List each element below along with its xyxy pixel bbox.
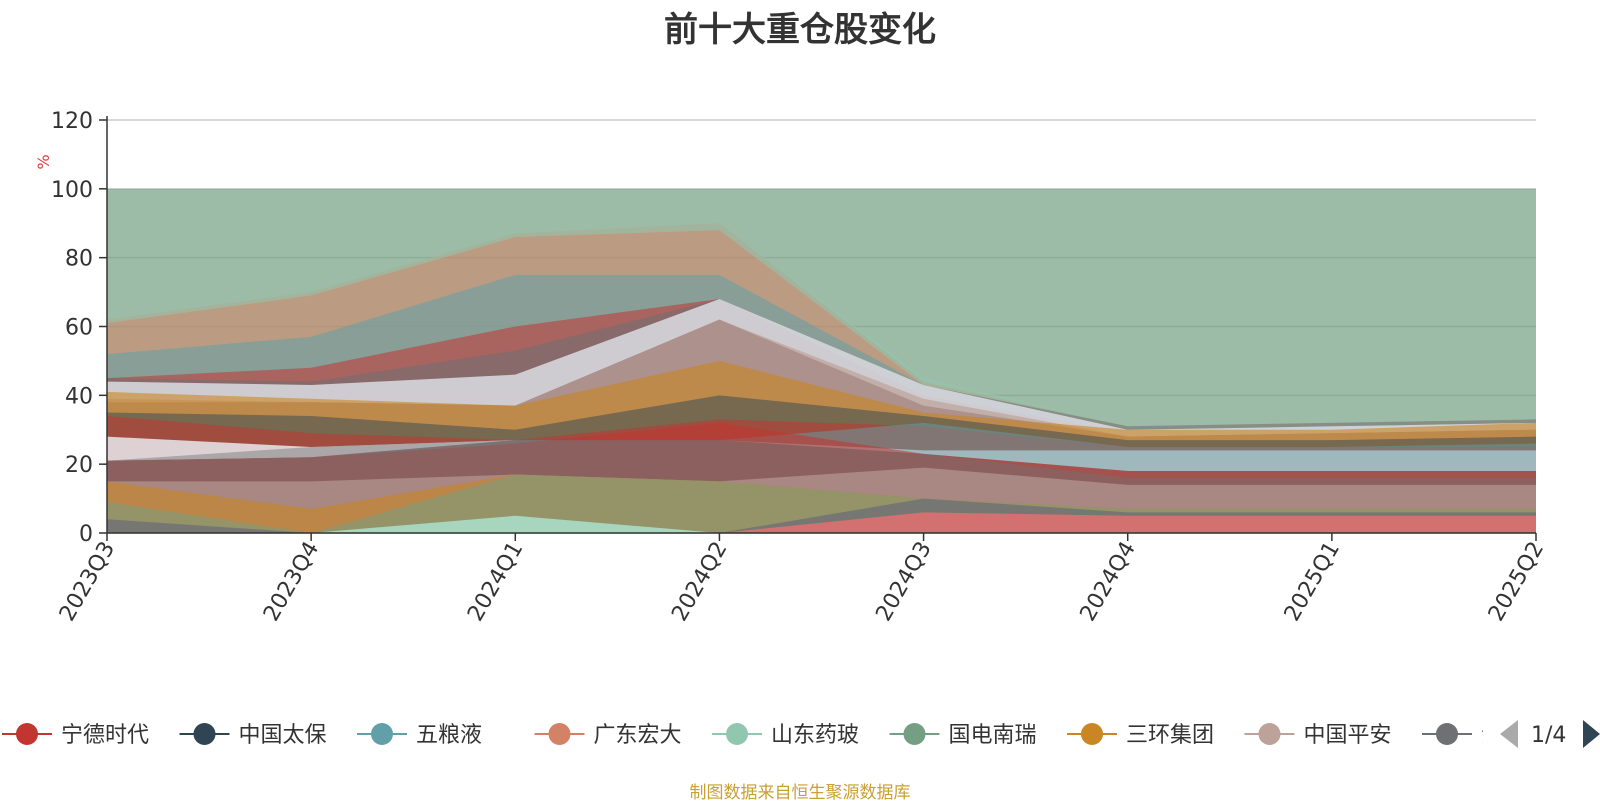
area-series-6: [107, 298, 1536, 437]
chart-title: 前十大重仓股变化: [664, 10, 936, 50]
legend-item[interactable]: 贵州茅台: [1422, 723, 1569, 748]
area-series-20: [107, 512, 1536, 533]
legend-item[interactable]: 宁德时代: [2, 723, 149, 748]
legend-item[interactable]: 中国太保: [179, 723, 327, 748]
y-tick-label: 80: [65, 247, 93, 272]
legend-marker: [371, 723, 393, 745]
legend-label: 贵州茅台: [1481, 723, 1569, 748]
legend-marker: [548, 723, 571, 745]
legend-item[interactable]: 广东宏大: [534, 723, 682, 748]
legend-label: 宁德时代: [61, 723, 149, 748]
y-tick-label: 100: [51, 178, 93, 203]
y-tick-label: 120: [51, 109, 93, 134]
legend-marker: [726, 723, 748, 745]
legend-label: 中国平安: [1304, 723, 1392, 748]
x-tick-label: 2023Q4: [259, 538, 324, 626]
legend-page-indicator: 1/4: [1531, 723, 1566, 748]
legend-marker: [193, 723, 216, 745]
legend-label: 广东宏大: [594, 723, 682, 748]
legend-item[interactable]: 山东药玻: [712, 723, 859, 748]
legend-label: 五粮液: [416, 723, 482, 748]
x-tick-label: 2024Q1: [463, 538, 528, 626]
x-tick-label: 2024Q2: [667, 538, 732, 626]
legend-item[interactable]: 三环集团: [1067, 723, 1214, 748]
legend-marker: [16, 723, 38, 745]
y-tick-label: 60: [65, 316, 93, 341]
legend-label: 山东药玻: [771, 723, 859, 748]
legend-label: 国电南瑞: [949, 723, 1037, 748]
x-tick-label: 2024Q4: [1076, 538, 1141, 626]
x-tick-label: 2024Q3: [871, 538, 936, 626]
x-tick-label: 2023Q3: [55, 538, 120, 626]
legend-marker: [1081, 723, 1103, 745]
legend-label: 中国太保: [239, 723, 327, 748]
legend: 宁德时代 中国太保 五粮液 广东宏大 山东药玻 国电南瑞 三环集团 中国平安 贵州茅台: [2, 723, 1569, 748]
plot-area: [107, 188, 1536, 534]
x-tick-label: 2025Q2: [1484, 538, 1549, 626]
legend-next-icon[interactable]: [1583, 720, 1600, 748]
legend-prev-icon[interactable]: [1500, 720, 1518, 748]
legend-marker: [1258, 723, 1281, 745]
y-tick-label: 0: [79, 522, 93, 547]
legend-item[interactable]: 中国平安: [1244, 723, 1392, 748]
y-tick-label: 40: [65, 384, 93, 409]
area-series-18: [107, 515, 1536, 533]
data-source-note: 制图数据来自恒生聚源数据库: [689, 783, 911, 803]
legend-label: 三环集团: [1126, 723, 1214, 748]
legend-item[interactable]: 五粮液: [357, 723, 482, 748]
legend-item[interactable]: 国电南瑞: [889, 723, 1037, 748]
y-tick-label: 20: [65, 453, 93, 478]
legend-marker: [903, 723, 926, 745]
x-tick-label: 2025Q1: [1280, 538, 1345, 626]
legend-marker: [1436, 723, 1458, 745]
y-axis-label: %: [34, 154, 53, 169]
